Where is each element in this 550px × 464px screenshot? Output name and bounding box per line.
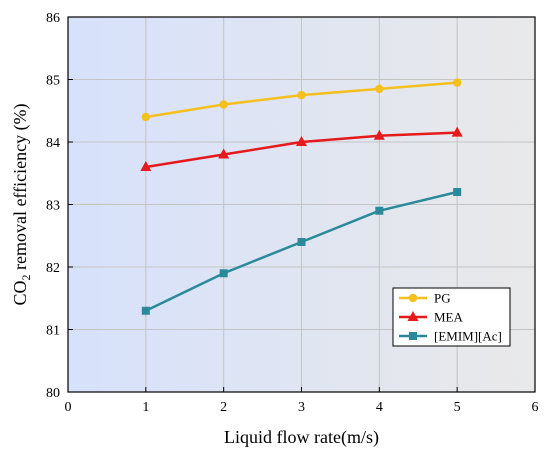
data-point	[453, 188, 462, 196]
data-point	[219, 100, 228, 109]
data-point	[296, 136, 307, 146]
y-axis-title-subscript: 2	[19, 275, 33, 281]
x-tick-label: 0	[65, 400, 72, 415]
legend-label: MEA	[434, 310, 464, 325]
data-point	[451, 126, 463, 137]
legend-marker	[408, 293, 418, 303]
axis-ticks: 0 1 2 3 4 5 6 80 81 82 83 84 85 86	[46, 11, 539, 415]
data-point	[452, 78, 462, 87]
legend-item: [EMIM][Ac]	[399, 329, 502, 344]
x-tick-label: 1	[142, 400, 149, 415]
x-tick-label: 4	[376, 400, 383, 415]
y-axis-title-prefix: CO	[10, 281, 30, 306]
data-point	[373, 129, 385, 140]
data-point	[140, 161, 152, 171]
y-tick-label: 84	[46, 136, 60, 151]
data-point	[218, 148, 230, 159]
series-layer	[140, 78, 463, 315]
legend-marker	[409, 332, 417, 340]
y-tick-label: 85	[46, 74, 60, 89]
y-tick-label: 83	[46, 199, 60, 214]
legend-item: MEA	[399, 310, 464, 325]
legend-item: PG	[399, 291, 451, 306]
y-tick-label: 86	[46, 11, 60, 26]
x-tick-label: 2	[220, 400, 227, 415]
y-tick-label: 81	[46, 324, 60, 339]
data-point	[375, 206, 384, 215]
data-point	[141, 306, 150, 315]
y-axis-title: CO2 removal efficiency (%)	[10, 103, 33, 305]
legend-marker	[407, 311, 419, 321]
y-tick-label: 82	[46, 261, 60, 276]
series-mea	[140, 126, 463, 171]
data-point	[141, 112, 151, 122]
y-tick-label: 80	[46, 386, 60, 401]
y-axis-title-suffix: removal efficiency (%)	[10, 103, 31, 274]
data-point	[219, 269, 228, 278]
legend-label: PG	[434, 291, 451, 306]
x-tick-label: 3	[298, 400, 305, 415]
legend-label: [EMIM][Ac]	[434, 329, 502, 344]
legend: PG MEA [EMIM][Ac]	[392, 287, 511, 347]
series-emim-ac	[141, 188, 462, 315]
series-pg	[141, 78, 462, 122]
x-tick-label: 5	[454, 400, 461, 415]
x-axis-title: Liquid flow rate(m/s)	[224, 427, 379, 448]
x-tick-label: 6	[532, 400, 539, 415]
data-point	[297, 238, 306, 246]
data-point	[297, 90, 306, 100]
data-point	[375, 84, 384, 94]
